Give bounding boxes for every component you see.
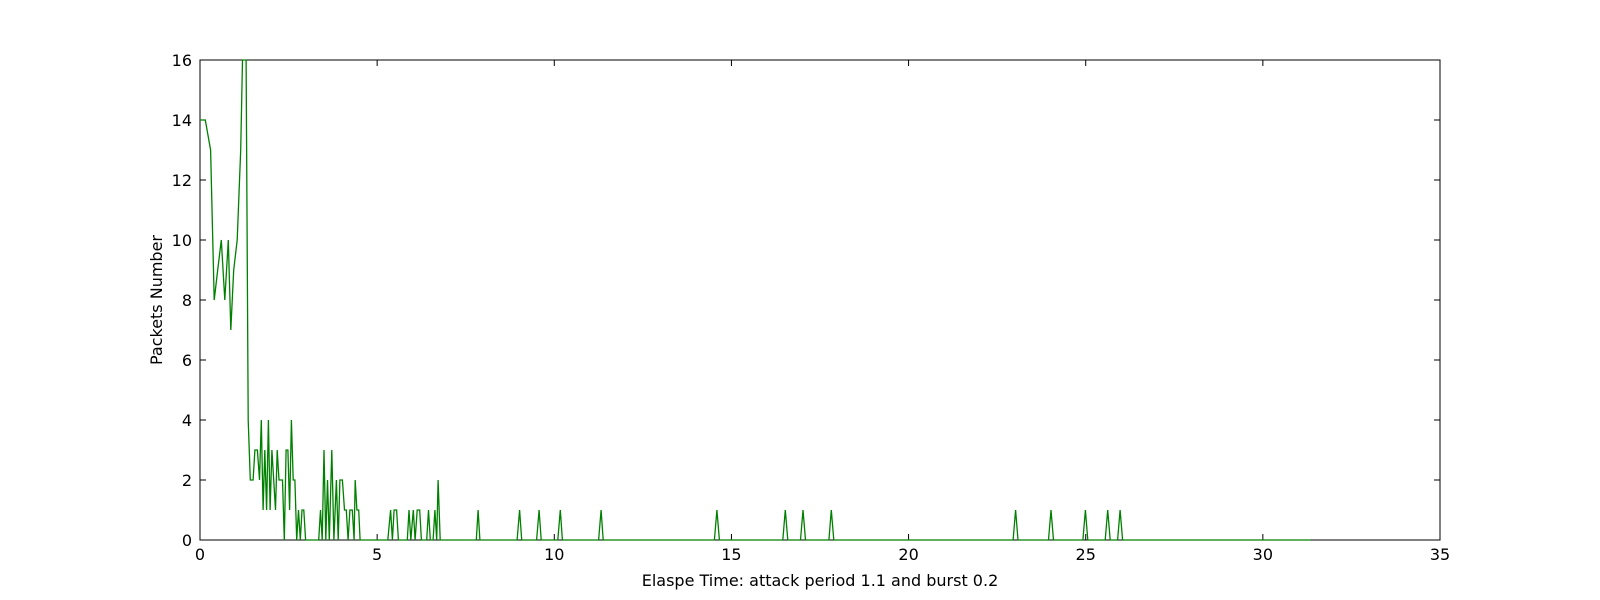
x-tick-label: 25 — [1076, 545, 1096, 564]
x-tick-label: 5 — [372, 545, 382, 564]
x-tick-label: 15 — [721, 545, 741, 564]
x-tick-label: 0 — [195, 545, 205, 564]
series-line — [200, 59, 1311, 541]
y-tick-label: 16 — [172, 51, 192, 70]
y-axis: 0 2 4 6 8 10 12 14 16 — [172, 51, 1440, 550]
x-tick-label: 30 — [1253, 545, 1273, 564]
y-tick-label: 14 — [172, 111, 192, 130]
plot-frame — [199, 59, 1441, 541]
y-axis-label: Packets Number — [147, 235, 166, 365]
x-axis-label: Elaspe Time: attack period 1.1 and burst… — [642, 571, 999, 590]
y-tick-label: 2 — [182, 471, 192, 490]
x-tick-label: 10 — [544, 545, 564, 564]
x-tick-label: 35 — [1430, 545, 1450, 564]
y-tick-label: 12 — [172, 171, 192, 190]
plot-area: 0 5 10 15 20 25 30 35 0 2 4 6 8 10 12 14 16 — [172, 51, 1451, 564]
y-tick-label: 4 — [182, 411, 192, 430]
y-tick-label: 10 — [172, 231, 192, 250]
y-tick-label: 6 — [182, 351, 192, 370]
y-tick-label: 8 — [182, 291, 192, 310]
x-tick-label: 20 — [898, 545, 918, 564]
y-tick-label: 0 — [182, 531, 192, 550]
x-axis: 0 5 10 15 20 25 30 35 — [195, 60, 1450, 564]
